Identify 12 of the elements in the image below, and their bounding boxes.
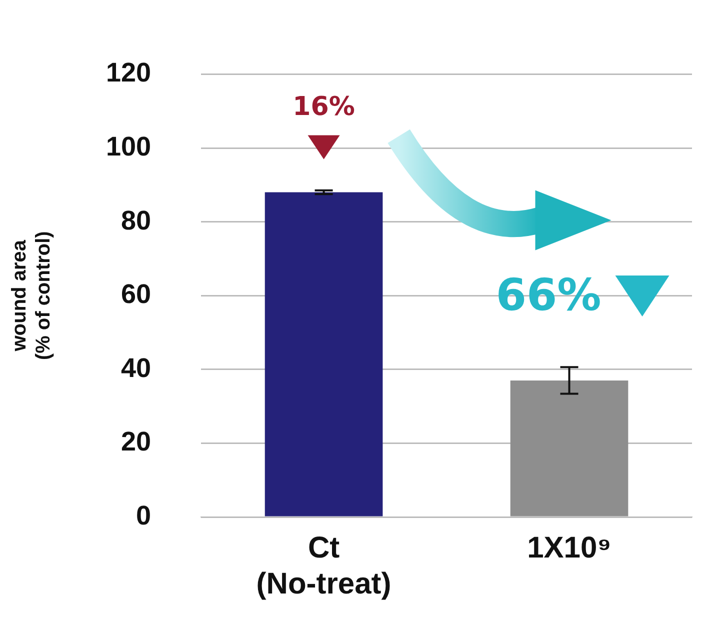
x-tick-label: 1X10⁹ xyxy=(527,531,612,564)
y-tick-label: 120 xyxy=(106,58,152,88)
y-tick-label: 20 xyxy=(121,426,152,457)
annotation: 66% xyxy=(496,270,602,321)
y-tick-label: 60 xyxy=(121,279,152,310)
y-tick-label: 40 xyxy=(121,352,152,383)
y-axis-title: wound area (% of control) xyxy=(8,231,55,360)
y-tick-label: 100 xyxy=(106,131,152,162)
annotation: 16% xyxy=(292,92,355,122)
y-tick-label: 80 xyxy=(121,205,152,236)
y-tick-label: 0 xyxy=(136,500,152,530)
x-tick-label: Ct (No-treat) xyxy=(256,531,392,600)
